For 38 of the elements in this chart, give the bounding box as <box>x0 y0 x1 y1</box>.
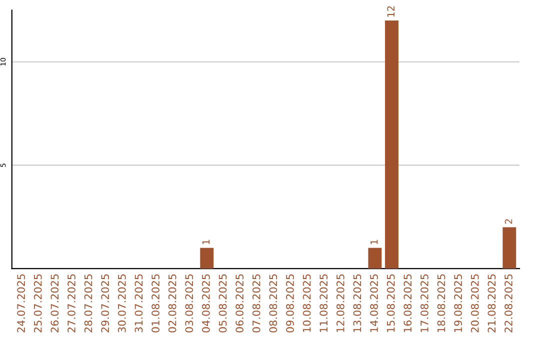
x-tick-label: 18.08.2025 <box>437 274 446 332</box>
bar <box>368 248 382 269</box>
data-label: 1 <box>202 240 210 244</box>
x-tick-label: 28.07.2025 <box>84 274 92 332</box>
data-label: 12 <box>387 6 394 17</box>
data-label: 2 <box>504 219 512 224</box>
x-tick-label: 14.08.2025 <box>370 274 378 332</box>
x-tick-label: 03.08.2025 <box>185 274 194 332</box>
x-tick-label: 20.08.2025 <box>470 274 479 332</box>
x-tick-label: 10.08.2025 <box>302 274 311 332</box>
x-tick-label: 08.08.2025 <box>269 274 278 332</box>
x-tick-label: 12.08.2025 <box>336 274 344 332</box>
x-tick-label: 02.08.2025 <box>168 274 176 332</box>
x-tick-label: 24.07.2025 <box>17 274 25 332</box>
x-tick-label: 01.08.2025 <box>152 274 160 332</box>
x-tick-label: 13.08.2025 <box>353 274 362 332</box>
x-tick-label: 26.07.2025 <box>50 274 59 332</box>
bar <box>385 20 398 269</box>
x-tick-label: 30.07.2025 <box>118 274 126 332</box>
x-tick-label: 29.07.2025 <box>101 274 110 332</box>
x-tick-label: 15.08.2025 <box>386 274 395 332</box>
x-tick-label: 06.08.2025 <box>236 274 244 332</box>
x-tick-label: 17.08.2025 <box>420 274 428 332</box>
x-tick-label: 16.08.2025 <box>404 274 412 332</box>
x-tick-label: 11.08.2025 <box>320 274 328 332</box>
x-tick-label: 31.07.2025 <box>134 274 143 332</box>
x-tick-label: 05.08.2025 <box>218 274 227 332</box>
bar <box>502 227 516 269</box>
x-tick-label: 04.08.2025 <box>202 274 210 332</box>
x-tick-label: 27.07.2025 <box>68 274 76 332</box>
x-tick-label: 25.07.2025 <box>34 274 42 332</box>
x-tick-label: 22.08.2025 <box>504 274 512 332</box>
bar <box>200 248 214 269</box>
x-tick-label: 19.08.2025 <box>454 274 462 332</box>
x-tick-label: 09.08.2025 <box>286 274 294 332</box>
x-tick-label: 07.08.2025 <box>252 274 260 332</box>
x-tick-label: 21.08.2025 <box>488 274 496 332</box>
data-label: 1 <box>370 240 378 244</box>
